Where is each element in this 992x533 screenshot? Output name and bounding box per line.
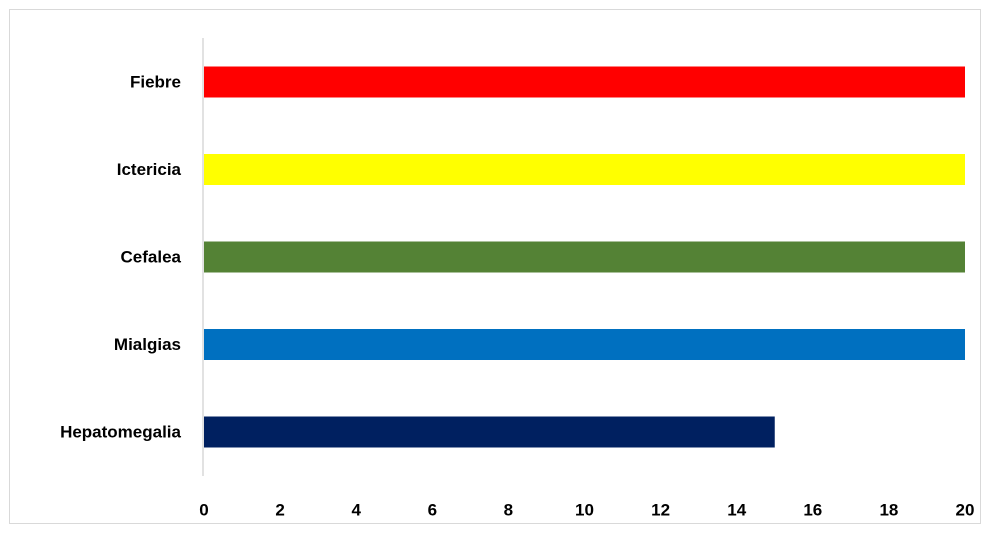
x-tick-label: 10 [575,501,594,520]
x-tick-label: 8 [504,501,513,520]
bar-hepatomegalia [204,416,775,448]
x-tick-label: 12 [651,501,670,520]
x-tick-label: 14 [727,501,746,520]
x-tick-label: 16 [803,501,822,520]
bar-cefalea [204,241,965,273]
x-tick-label: 6 [428,501,437,520]
x-tick-label: 0 [199,501,208,520]
category-label: Hepatomegalia [60,423,181,442]
bar-fiebre [204,66,965,98]
category-label: Ictericia [117,160,182,179]
x-tick-label: 20 [956,501,975,520]
x-tick-label: 18 [879,501,898,520]
category-label: Mialgias [114,335,181,354]
bar-ictericia [204,154,965,185]
x-tick-label: 4 [351,501,361,520]
x-tick-label: 2 [275,501,284,520]
category-label: Fiebre [130,73,181,92]
category-label: Cefalea [121,248,182,267]
bar-mialgias [204,329,965,360]
